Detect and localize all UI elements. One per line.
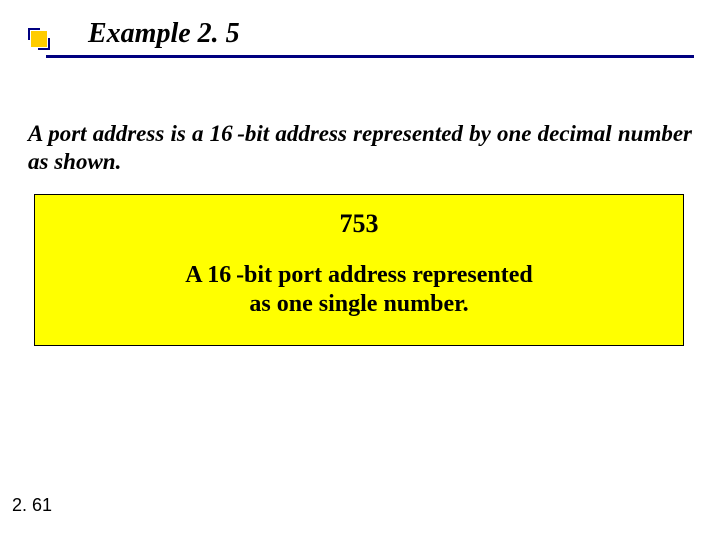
bullet-icon — [28, 28, 50, 50]
page-number: 2. 61 — [12, 495, 52, 516]
example-box: 753 A 16 -bit port address represented a… — [34, 194, 684, 346]
example-caption: A 16 -bit port address represented as on… — [35, 261, 683, 319]
slide-title: Example 2. 5 — [88, 18, 240, 50]
example-value: 753 — [35, 209, 683, 239]
slide-header: Example 2. 5 — [0, 0, 720, 80]
body-paragraph: A port address is a 16 -bit address repr… — [28, 120, 692, 175]
caption-line-1: A 16 -bit port address represented — [35, 261, 683, 290]
title-underline — [46, 55, 694, 58]
caption-line-2: as one single number. — [35, 290, 683, 319]
